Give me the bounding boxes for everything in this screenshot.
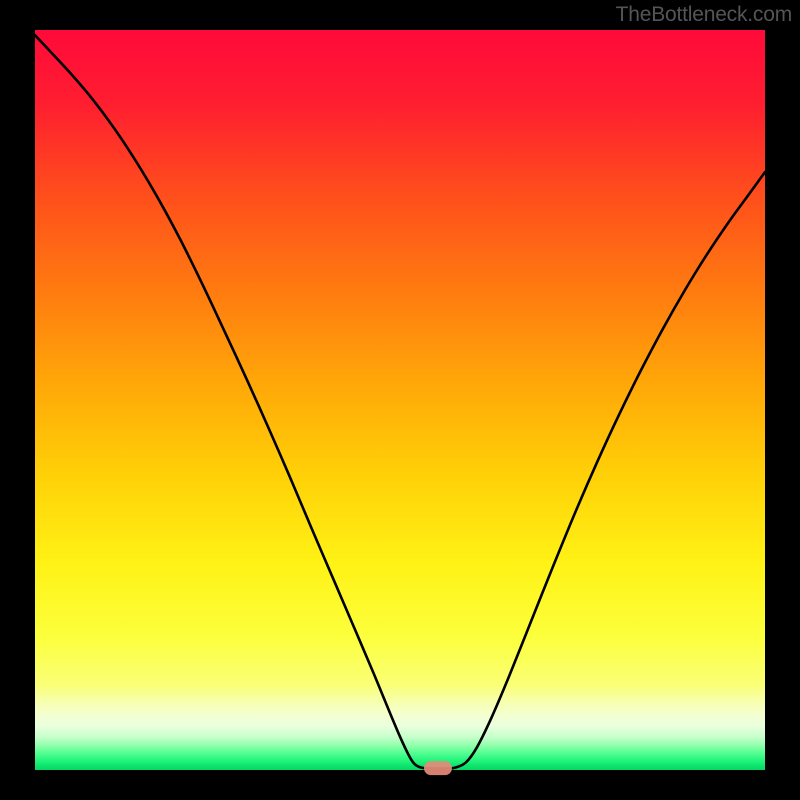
minimum-marker: [424, 761, 452, 775]
chart-stage: TheBottleneck.com: [0, 0, 800, 800]
bottleneck-chart: [0, 0, 800, 800]
gradient-field: [35, 30, 765, 770]
